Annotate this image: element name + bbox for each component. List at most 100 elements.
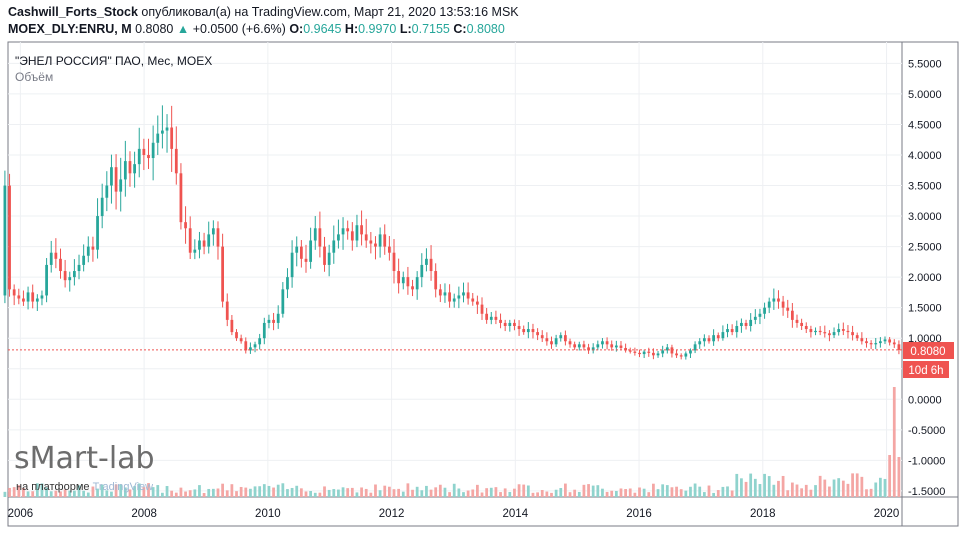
volume-bar	[656, 489, 660, 497]
candle-body	[119, 179, 123, 192]
candle-body	[31, 292, 35, 302]
volume-bar	[40, 483, 44, 497]
candle-body	[582, 344, 586, 348]
x-tick-label: 2018	[750, 508, 776, 520]
volume-bar	[540, 490, 544, 497]
candle-body	[253, 344, 257, 348]
candle-body	[869, 343, 873, 345]
volume-bar	[337, 489, 340, 497]
candle-body	[758, 313, 762, 317]
candle-body	[332, 240, 336, 253]
y-tick-label: 0.0000	[908, 394, 942, 406]
x-tick-label: 2010	[255, 508, 281, 520]
volume-bar	[480, 492, 484, 497]
candle-body	[401, 277, 405, 284]
candle-body	[49, 252, 53, 265]
volume-bar	[795, 484, 799, 497]
candle-body	[832, 332, 836, 336]
candle-body	[610, 344, 614, 348]
volume-bar	[221, 483, 224, 497]
candle-body	[679, 355, 683, 357]
close-label: C:	[453, 22, 467, 36]
candle-body	[513, 322, 516, 326]
candle-body	[554, 338, 558, 345]
candle-body	[406, 277, 410, 287]
candle-body	[665, 347, 669, 351]
chart-frame	[7, 41, 959, 527]
candle-body	[591, 347, 595, 351]
candle-body	[772, 298, 776, 302]
candle-body	[526, 329, 530, 333]
volume-bar	[341, 487, 345, 497]
volume-bar	[763, 473, 766, 497]
volume-bar	[415, 486, 419, 497]
candle-body	[661, 350, 665, 354]
volume-bar	[869, 488, 873, 497]
volume-bar	[202, 492, 206, 497]
candle-body	[313, 228, 317, 241]
volume-bar	[327, 489, 331, 497]
high-value: 0.9970	[358, 22, 397, 36]
volume-bar	[123, 487, 127, 497]
volume-bar	[874, 482, 878, 497]
candle-body	[531, 329, 535, 333]
candle-body	[860, 338, 864, 342]
candle-body	[480, 304, 484, 314]
candle-body	[471, 298, 475, 302]
volume-bar	[22, 488, 25, 497]
x-tick-label: 2006	[8, 508, 34, 520]
volume-bar	[837, 478, 841, 497]
volume-bar	[781, 475, 785, 497]
volume-bar	[31, 491, 35, 497]
volume-bar	[452, 483, 456, 497]
candle-body	[165, 127, 169, 131]
volume-bars	[3, 387, 901, 497]
volume-bar	[614, 490, 618, 497]
volume-bar	[652, 483, 655, 497]
candle-body	[244, 341, 248, 351]
volume-bar	[174, 492, 178, 497]
volume-bar	[865, 489, 868, 497]
volume-bar	[448, 492, 451, 497]
x-tick-label: 2014	[503, 508, 529, 520]
candle-body	[221, 246, 224, 302]
candle-body	[239, 338, 243, 342]
candle-body	[698, 341, 702, 345]
candle-body	[40, 295, 44, 299]
x-tick-label: 2016	[626, 508, 652, 520]
platform-watermark: на платформе TradingView	[16, 481, 153, 493]
volume-bar	[383, 485, 387, 497]
volume-bar	[105, 490, 109, 497]
candle-body	[767, 301, 771, 308]
volume-bar	[225, 490, 229, 497]
candle-body	[230, 319, 234, 333]
candle-body	[601, 341, 604, 345]
volume-bar	[188, 490, 192, 497]
candle-body	[68, 277, 72, 281]
candle-body	[503, 322, 507, 326]
volume-bar	[851, 473, 854, 497]
candle-body	[26, 292, 30, 302]
candle-body	[878, 341, 882, 344]
volume-bar	[304, 491, 308, 497]
candle-body	[489, 316, 493, 320]
candle-body	[63, 271, 67, 281]
candle-body	[22, 298, 25, 302]
volume-bar	[670, 487, 674, 497]
candle-body	[73, 271, 76, 278]
y-tick-label: 4.5000	[908, 119, 942, 131]
candle-body	[216, 228, 220, 247]
author-name[interactable]: Cashwill_Forts_Stock	[8, 5, 138, 19]
low-value: 0.7155	[411, 22, 450, 36]
candle-body	[730, 329, 734, 333]
candle-body	[82, 255, 86, 265]
volume-bar	[712, 492, 716, 497]
candle-body	[142, 148, 146, 155]
candle-body	[170, 127, 174, 149]
candle-body	[3, 185, 7, 296]
volume-bar	[151, 487, 155, 497]
candle-body	[457, 295, 461, 299]
volume-bar	[156, 485, 160, 497]
y-tick-label: 2.5000	[908, 242, 942, 254]
